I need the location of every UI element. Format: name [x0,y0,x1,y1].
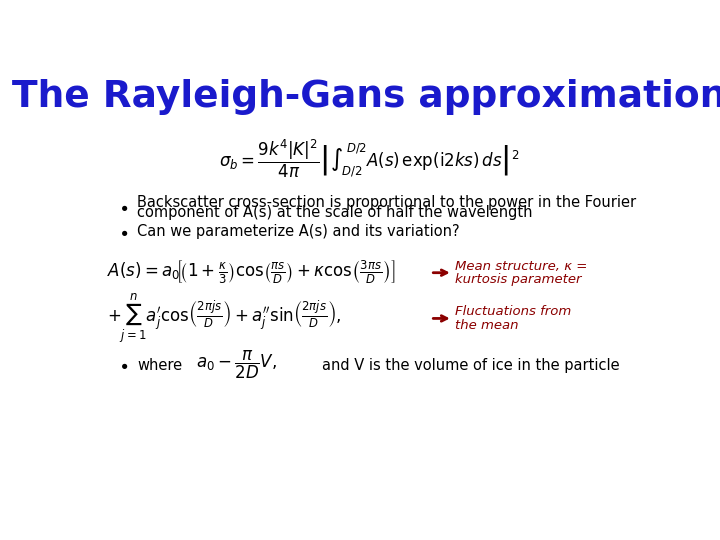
Text: Can we parameterize A(s) and its variation?: Can we parameterize A(s) and its variati… [138,225,460,239]
Text: and V is the volume of ice in the particle: and V is the volume of ice in the partic… [322,357,619,373]
Text: where: where [138,357,183,373]
Text: component of A(s) at the scale of half the wavelength: component of A(s) at the scale of half t… [138,205,533,220]
Text: $\bullet$: $\bullet$ [118,198,128,216]
Text: $\bullet$: $\bullet$ [118,356,128,374]
Text: kurtosis parameter: kurtosis parameter [456,273,582,286]
Text: $a_0 - \dfrac{\pi}{2D}V,$: $a_0 - \dfrac{\pi}{2D}V,$ [196,349,277,381]
Text: Fluctuations from: Fluctuations from [456,305,572,318]
Text: the mean: the mean [456,319,519,332]
Text: Mean structure, κ =: Mean structure, κ = [456,260,588,273]
Text: $\sigma_b = \dfrac{9k^4|K|^2}{4\pi}\left|\int_{D/2}^{\,D/2} A(s)\,\exp(\mathrm{i: $\sigma_b = \dfrac{9k^4|K|^2}{4\pi}\left… [219,137,519,179]
Text: The Rayleigh-Gans approximation: The Rayleigh-Gans approximation [12,79,720,116]
Text: $+\sum_{j=1}^{n} a_j'\cos\!\left(\frac{2\pi js}{D}\right)+a_j''\sin\!\left(\frac: $+\sum_{j=1}^{n} a_j'\cos\!\left(\frac{2… [107,292,341,345]
Text: $\bullet$: $\bullet$ [118,223,128,241]
Text: $A(s) = a_0\!\left[\!\left(1+\frac{\kappa}{3}\right)\cos\!\left(\frac{\pi s}{D}\: $A(s) = a_0\!\left[\!\left(1+\frac{\kapp… [107,259,396,286]
Text: Backscatter cross-section is proportional to the power in the Fourier: Backscatter cross-section is proportiona… [138,194,636,210]
